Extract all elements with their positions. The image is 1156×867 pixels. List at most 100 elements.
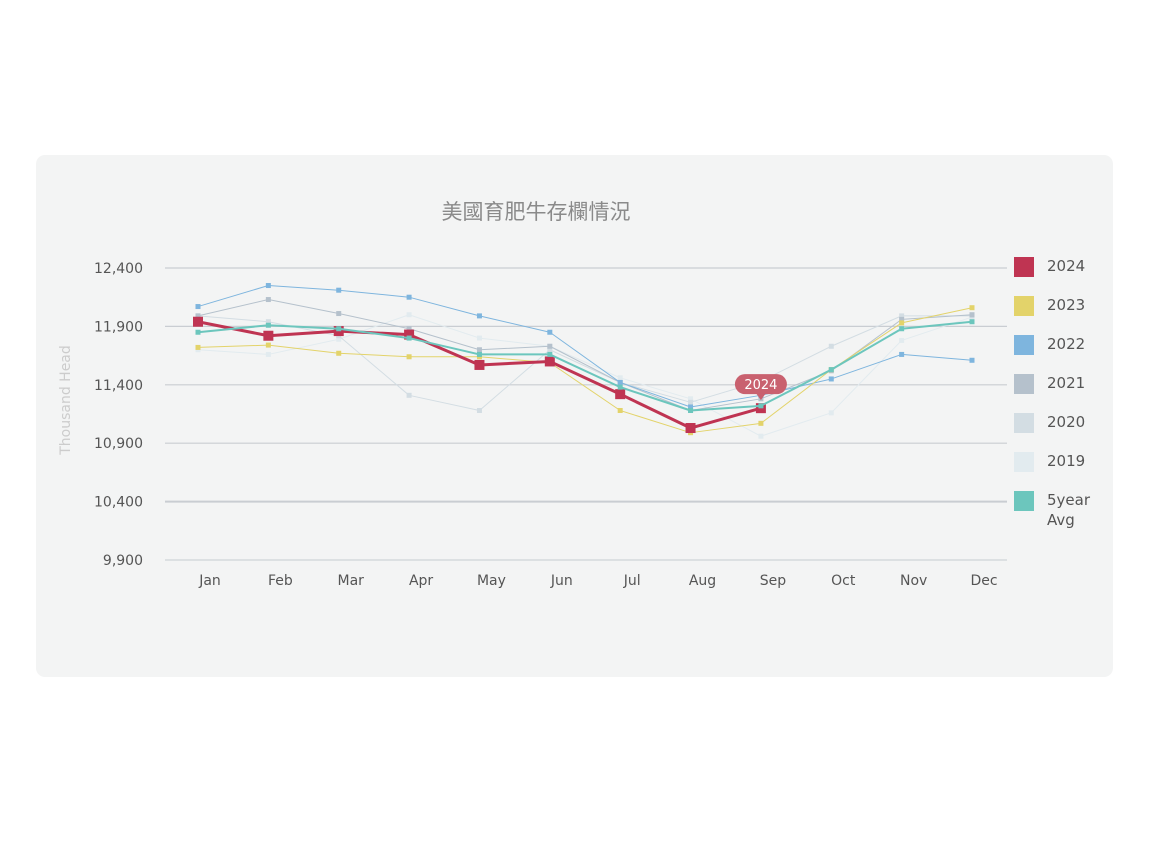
tooltip: 2024 bbox=[734, 374, 787, 401]
legend-swatch bbox=[1014, 257, 1034, 277]
data-point[interactable] bbox=[899, 351, 905, 357]
data-point[interactable] bbox=[263, 330, 274, 341]
data-point[interactable] bbox=[476, 335, 482, 341]
data-point[interactable] bbox=[617, 384, 623, 390]
legend-item[interactable]: 2021 bbox=[1014, 373, 1110, 412]
data-point[interactable] bbox=[195, 344, 201, 350]
data-point[interactable] bbox=[336, 326, 342, 332]
data-point[interactable] bbox=[547, 329, 553, 335]
data-point[interactable] bbox=[828, 367, 834, 373]
data-point[interactable] bbox=[195, 313, 201, 319]
data-point[interactable] bbox=[615, 389, 626, 400]
series-layer bbox=[193, 283, 975, 439]
legend-label: 2022 bbox=[1047, 335, 1086, 353]
data-point[interactable] bbox=[265, 319, 271, 325]
grid-layer bbox=[165, 267, 1007, 561]
legend-label: 2021 bbox=[1047, 374, 1086, 392]
data-point[interactable] bbox=[969, 319, 975, 325]
data-point[interactable] bbox=[758, 420, 764, 426]
legend-item[interactable]: 2019 bbox=[1014, 451, 1110, 490]
series-2022 bbox=[195, 283, 975, 410]
data-point[interactable] bbox=[406, 326, 412, 332]
data-point[interactable] bbox=[336, 350, 342, 356]
data-point[interactable] bbox=[406, 392, 412, 398]
data-point[interactable] bbox=[265, 322, 271, 328]
legend-swatch bbox=[1014, 413, 1034, 433]
data-point[interactable] bbox=[476, 347, 482, 353]
legend-item[interactable]: 2023 bbox=[1014, 295, 1110, 334]
data-point[interactable] bbox=[195, 304, 201, 310]
legend-swatch bbox=[1014, 296, 1034, 316]
tooltip-layer: 2024 bbox=[734, 374, 787, 401]
x-tick-label: Jan bbox=[198, 573, 221, 589]
data-point[interactable] bbox=[406, 335, 412, 341]
legend-item[interactable]: 2022 bbox=[1014, 334, 1110, 373]
y-tick-label: 10,900 bbox=[94, 436, 143, 452]
x-tick-label: Feb bbox=[268, 573, 293, 589]
data-point[interactable] bbox=[758, 433, 764, 439]
data-point[interactable] bbox=[688, 407, 694, 413]
series-line bbox=[197, 320, 973, 412]
legend-swatch bbox=[1014, 335, 1034, 355]
data-point[interactable] bbox=[547, 351, 553, 357]
data-point[interactable] bbox=[899, 337, 905, 343]
data-point[interactable] bbox=[828, 376, 834, 382]
data-point[interactable] bbox=[969, 312, 975, 318]
data-point[interactable] bbox=[265, 283, 271, 289]
legend-item[interactable]: 2020 bbox=[1014, 412, 1110, 451]
data-point[interactable] bbox=[406, 354, 412, 360]
data-point[interactable] bbox=[193, 316, 203, 327]
legend-item[interactable]: 2024 bbox=[1014, 256, 1110, 295]
data-point[interactable] bbox=[406, 294, 412, 300]
data-point[interactable] bbox=[476, 351, 482, 357]
data-point[interactable] bbox=[688, 404, 694, 410]
data-point[interactable] bbox=[899, 326, 905, 332]
data-point[interactable] bbox=[899, 320, 905, 326]
series-line bbox=[197, 314, 973, 437]
legend-label: 2023 bbox=[1047, 296, 1086, 314]
data-point[interactable] bbox=[688, 396, 694, 402]
data-point[interactable] bbox=[474, 359, 485, 370]
x-tick-label: Mar bbox=[338, 573, 365, 589]
data-point[interactable] bbox=[828, 343, 834, 349]
data-point[interactable] bbox=[265, 297, 271, 303]
legend-item[interactable]: 5year Avg bbox=[1014, 490, 1110, 529]
data-point[interactable] bbox=[899, 313, 905, 319]
data-point[interactable] bbox=[969, 357, 975, 363]
legend-label: 2024 bbox=[1047, 257, 1086, 275]
y-tick-label: 10,400 bbox=[94, 495, 143, 511]
data-point[interactable] bbox=[547, 347, 553, 353]
series-5year-avg bbox=[195, 319, 975, 413]
data-point[interactable] bbox=[476, 407, 482, 413]
data-point[interactable] bbox=[265, 342, 271, 348]
y-axis-label: Thousand Head bbox=[58, 345, 74, 456]
legend: 2024 2023 2022 2021 2020 2019 5year Avg bbox=[1014, 256, 1110, 529]
data-point[interactable] bbox=[617, 375, 623, 381]
data-point[interactable] bbox=[969, 305, 975, 311]
data-point[interactable] bbox=[688, 399, 694, 405]
data-point[interactable] bbox=[404, 329, 415, 340]
x-tick-label: Aug bbox=[689, 573, 716, 589]
data-point[interactable] bbox=[617, 379, 623, 385]
data-point[interactable] bbox=[685, 423, 696, 434]
legend-swatch bbox=[1014, 452, 1034, 472]
data-point[interactable] bbox=[828, 410, 834, 416]
chart-card bbox=[36, 155, 1113, 677]
series-line bbox=[197, 315, 972, 411]
data-point[interactable] bbox=[336, 287, 342, 293]
data-point[interactable] bbox=[476, 313, 482, 319]
data-point[interactable] bbox=[758, 403, 764, 409]
data-point[interactable] bbox=[195, 329, 201, 335]
data-point[interactable] bbox=[406, 312, 412, 318]
data-point[interactable] bbox=[547, 343, 553, 349]
data-point[interactable] bbox=[265, 351, 271, 357]
data-point[interactable] bbox=[899, 316, 905, 322]
y-tick-labels: 12,400 11,900 11,400 10,900 10,400 9,900 bbox=[94, 261, 143, 569]
data-point[interactable] bbox=[617, 407, 623, 413]
x-tick-label: Apr bbox=[409, 573, 433, 589]
data-point[interactable] bbox=[336, 336, 342, 342]
data-point[interactable] bbox=[336, 311, 342, 317]
chart-title: 美國育肥牛存欄情況 bbox=[441, 200, 631, 224]
x-tick-label: Sep bbox=[760, 573, 787, 589]
data-point[interactable] bbox=[544, 356, 555, 367]
